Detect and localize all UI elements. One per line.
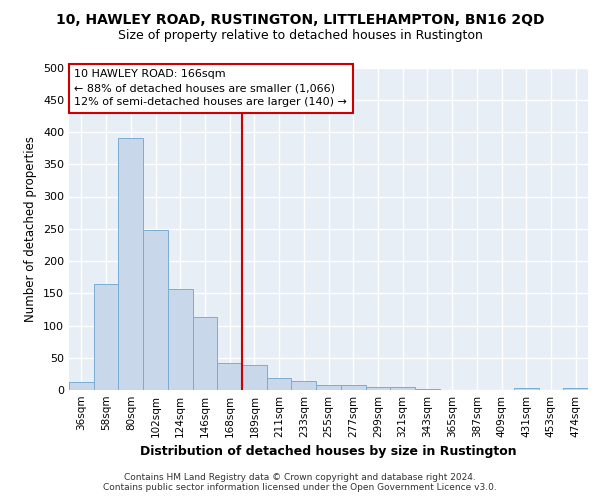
Bar xyxy=(514,388,539,390)
Bar xyxy=(143,230,168,390)
Text: Size of property relative to detached houses in Rustington: Size of property relative to detached ho… xyxy=(118,29,482,42)
Bar xyxy=(365,387,390,390)
Bar xyxy=(390,388,415,390)
Bar xyxy=(242,366,267,390)
Bar xyxy=(267,378,292,390)
Bar xyxy=(168,288,193,390)
Bar xyxy=(415,388,440,390)
X-axis label: Distribution of detached houses by size in Rustington: Distribution of detached houses by size … xyxy=(140,446,517,458)
Text: Contains HM Land Registry data © Crown copyright and database right 2024.
Contai: Contains HM Land Registry data © Crown c… xyxy=(103,473,497,492)
Bar xyxy=(193,317,217,390)
Bar xyxy=(563,388,588,390)
Bar xyxy=(69,382,94,390)
Y-axis label: Number of detached properties: Number of detached properties xyxy=(25,136,37,322)
Bar xyxy=(316,385,341,390)
Bar xyxy=(292,381,316,390)
Text: 10 HAWLEY ROAD: 166sqm
← 88% of detached houses are smaller (1,066)
12% of semi-: 10 HAWLEY ROAD: 166sqm ← 88% of detached… xyxy=(74,69,347,107)
Bar xyxy=(94,284,118,390)
Bar xyxy=(217,363,242,390)
Bar xyxy=(341,386,365,390)
Bar xyxy=(118,138,143,390)
Text: 10, HAWLEY ROAD, RUSTINGTON, LITTLEHAMPTON, BN16 2QD: 10, HAWLEY ROAD, RUSTINGTON, LITTLEHAMPT… xyxy=(56,12,544,26)
